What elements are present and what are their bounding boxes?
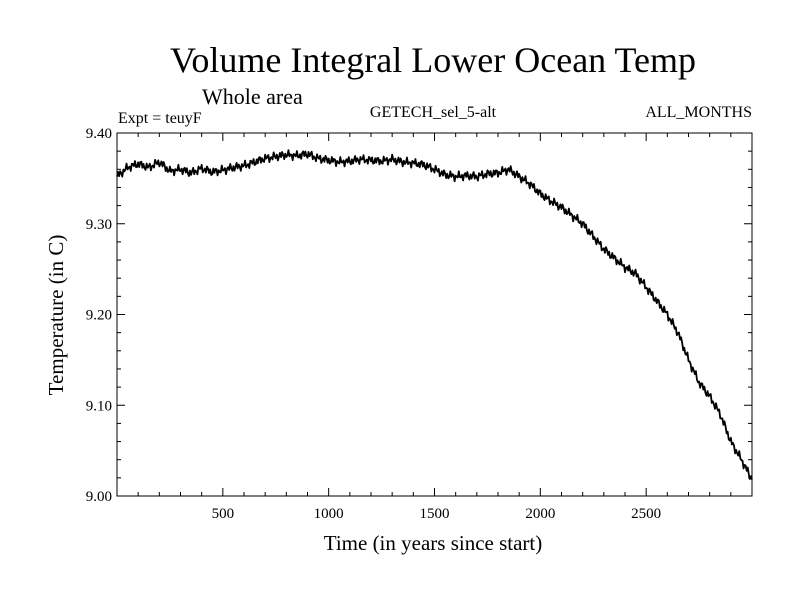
y-axis-label: Temperature (in C) <box>44 235 68 396</box>
y-tick-label: 9.40 <box>86 126 112 142</box>
dataset-label: GETECH_sel_5-alt <box>370 104 497 121</box>
x-tick-label: 1500 <box>420 506 450 522</box>
y-tick-label: 9.20 <box>86 308 112 324</box>
chart-subtitle: Whole area <box>202 84 303 109</box>
plot-frame <box>116 132 753 497</box>
y-tick-label: 9.30 <box>86 217 112 233</box>
x-tick-label: 500 <box>212 506 235 522</box>
expt-label: Expt = teuyF <box>118 110 202 127</box>
y-tick-label: 9.00 <box>86 489 112 505</box>
series-line <box>116 149 753 480</box>
months-label: ALL_MONTHS <box>645 104 752 121</box>
x-tick-label: 1000 <box>314 506 344 522</box>
x-tick-label: 2000 <box>525 506 555 522</box>
x-axis-label: Time (in years since start) <box>324 531 543 555</box>
y-tick-label: 9.10 <box>86 398 112 414</box>
plot-area: 500 1000 1500 2000 2500 9.00 9.10 9.20 9.30 9.40 <box>86 126 753 522</box>
x-tick-label: 2500 <box>631 506 661 522</box>
chart-title: Volume Integral Lower Ocean Temp <box>170 40 696 80</box>
